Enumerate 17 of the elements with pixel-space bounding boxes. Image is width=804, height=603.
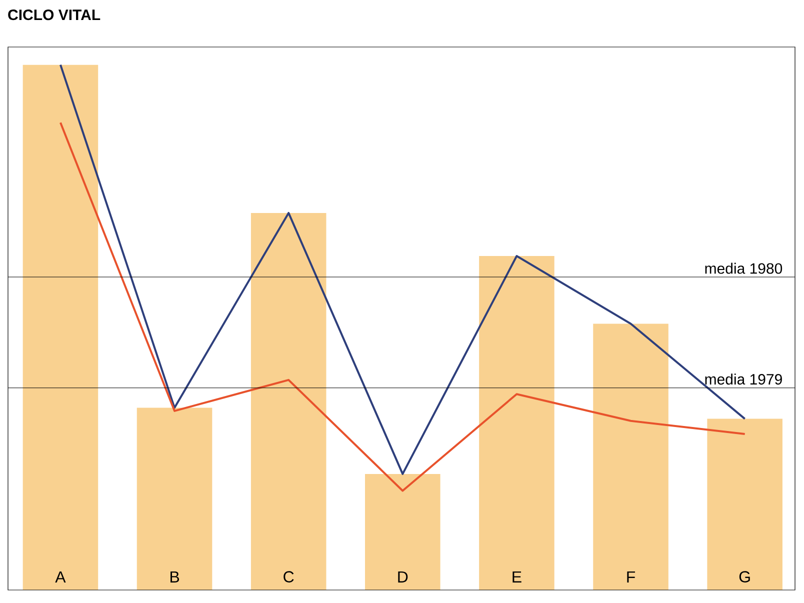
bar	[22, 64, 98, 590]
bar	[479, 256, 554, 590]
x-tick-label: F	[627, 571, 635, 582]
chart-title: CICLO VITAL	[8, 10, 100, 20]
ref-line-label: media 1979	[705, 374, 782, 385]
bar	[365, 474, 440, 590]
bar	[250, 212, 326, 590]
x-tick-label: E	[512, 571, 522, 582]
bar	[707, 418, 782, 590]
x-tick-label: B	[170, 571, 180, 582]
ref-line-label: media 1980	[705, 262, 782, 274]
bar	[593, 324, 668, 590]
x-tick-label: C	[284, 571, 294, 582]
x-tick-label: D	[398, 571, 408, 582]
bar	[136, 408, 212, 590]
x-tick-label: G	[739, 571, 750, 582]
x-tick-label: A	[55, 571, 66, 582]
